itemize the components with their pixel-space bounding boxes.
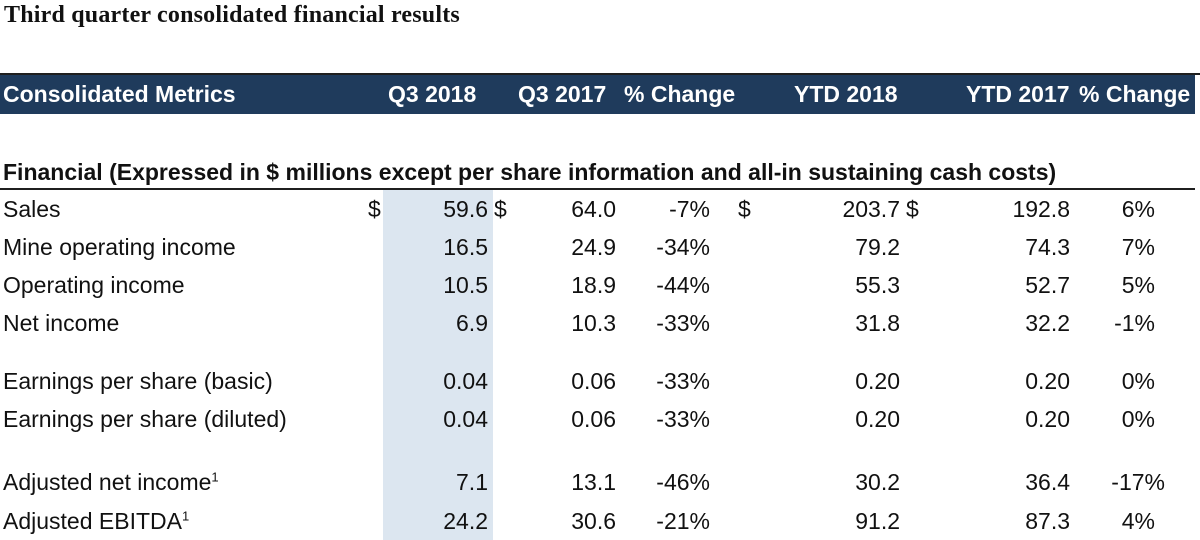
cell-ytd-2018: 0.20 (855, 406, 900, 432)
cell-ytd-2017: 36.4 (1025, 469, 1070, 495)
header-pct-change-ytd: % Change (1079, 81, 1191, 107)
currency-symbol: $ (494, 196, 507, 222)
cell-q3-2017: 0.06 (571, 368, 616, 394)
cell-pct-change-quarter: -44% (656, 272, 710, 298)
table-row: Mine operating income 16.5 24.9 -34% 79.… (0, 228, 1200, 266)
table-row: Sales $ 59.6 $ 64.0 -7% $ 203.7 $ 192.8 … (0, 190, 1200, 228)
cell-q3-2017: 64.0 (571, 196, 616, 222)
cell-ytd-2017: 87.3 (1025, 508, 1070, 534)
cell-q3-2017: 0.06 (571, 406, 616, 432)
row-label: Adjusted net income1 (3, 463, 219, 501)
footnote-marker: 1 (211, 469, 219, 485)
cell-q3-2018: 0.04 (443, 368, 488, 394)
currency-symbol: $ (738, 196, 751, 222)
cell-q3-2017: 10.3 (571, 310, 616, 336)
cell-q3-2018: 6.9 (456, 310, 488, 336)
currency-symbol: $ (368, 196, 381, 222)
table-row: Operating income 10.5 18.9 -44% 55.3 52.… (0, 266, 1200, 304)
row-label: Mine operating income (3, 234, 236, 260)
cell-q3-2017: 18.9 (571, 272, 616, 298)
table-row: Adjusted net income1 7.1 13.1 -46% 30.2 … (0, 463, 1200, 501)
cell-ytd-2018: 203.7 (842, 196, 900, 222)
cell-pct-change-ytd: 0% (1121, 406, 1155, 432)
cell-pct-change-quarter: -46% (656, 469, 710, 495)
row-label: Earnings per share (basic) (3, 368, 273, 394)
cell-q3-2017: 24.9 (571, 234, 616, 260)
footnote-marker: 1 (181, 508, 190, 524)
row-label: Adjusted EBITDA1 (3, 502, 189, 540)
header-pct-change-quarter: % Change (624, 81, 736, 107)
cell-pct-change-ytd: 7% (1121, 234, 1155, 260)
cell-q3-2017: 30.6 (571, 508, 616, 534)
cell-pct-change-quarter: -33% (656, 368, 710, 394)
cell-ytd-2017: 0.20 (1025, 406, 1070, 432)
cell-pct-change-ytd: -1% (1114, 310, 1155, 336)
row-label: Earnings per share (diluted) (3, 406, 287, 432)
cell-pct-change-quarter: -7% (669, 196, 710, 222)
header-ytd-2017: YTD 2017 (966, 81, 1070, 107)
row-label: Operating income (3, 272, 185, 298)
cell-ytd-2017: 0.20 (1025, 368, 1070, 394)
cell-q3-2018: 0.04 (443, 406, 488, 432)
q3-2018-highlight-column (383, 190, 493, 540)
cell-pct-change-ytd: -17% (1111, 469, 1165, 495)
cell-q3-2017: 13.1 (571, 469, 616, 495)
cell-pct-change-ytd: 5% (1121, 272, 1155, 298)
cell-ytd-2017: 32.2 (1025, 310, 1070, 336)
cell-ytd-2017: 192.8 (1012, 196, 1070, 222)
cell-ytd-2018: 31.8 (855, 310, 900, 336)
currency-symbol: $ (906, 196, 919, 222)
table-row: Earnings per share (basic) 0.04 0.06 -33… (0, 362, 1200, 400)
table-row: Earnings per share (diluted) 0.04 0.06 -… (0, 400, 1200, 438)
header-q3-2017: Q3 2017 (518, 81, 607, 107)
row-label-text: Adjusted EBITDA (3, 508, 182, 534)
cell-ytd-2017: 52.7 (1025, 272, 1070, 298)
cell-pct-change-ytd: 4% (1121, 508, 1155, 534)
cell-pct-change-quarter: -21% (656, 508, 710, 534)
table-row: Net income 6.9 10.3 -33% 31.8 32.2 -1% (0, 304, 1200, 342)
cell-pct-change-quarter: -33% (656, 310, 710, 336)
cell-pct-change-quarter: -34% (656, 234, 710, 260)
cell-ytd-2018: 30.2 (855, 469, 900, 495)
cell-q3-2018: 7.1 (456, 469, 488, 495)
top-rule (0, 73, 1200, 75)
cell-ytd-2018: 55.3 (855, 272, 900, 298)
cell-ytd-2018: 0.20 (855, 368, 900, 394)
section-title: Financial (Expressed in $ millions excep… (3, 159, 1057, 185)
cell-ytd-2018: 79.2 (855, 234, 900, 260)
table-row: Adjusted EBITDA1 24.2 30.6 -21% 91.2 87.… (0, 502, 1200, 540)
cell-pct-change-quarter: -33% (656, 406, 710, 432)
cell-ytd-2017: 74.3 (1025, 234, 1070, 260)
cell-ytd-2018: 91.2 (855, 508, 900, 534)
cell-q3-2018: 59.6 (443, 196, 488, 222)
cell-pct-change-ytd: 0% (1121, 368, 1155, 394)
row-label: Sales (3, 196, 61, 222)
header-q3-2018: Q3 2018 (388, 81, 477, 107)
row-label-text: Adjusted net income (3, 469, 212, 495)
section-rule (0, 188, 1195, 190)
header-consolidated-metrics: Consolidated Metrics (3, 81, 236, 107)
table-header-bar (0, 75, 1195, 114)
cell-q3-2018: 16.5 (443, 234, 488, 260)
page-title: Third quarter consolidated financial res… (4, 2, 460, 28)
row-label: Net income (3, 310, 120, 336)
cell-q3-2018: 24.2 (443, 508, 488, 534)
header-ytd-2018: YTD 2018 (794, 81, 898, 107)
cell-q3-2018: 10.5 (443, 272, 488, 298)
cell-pct-change-ytd: 6% (1121, 196, 1155, 222)
